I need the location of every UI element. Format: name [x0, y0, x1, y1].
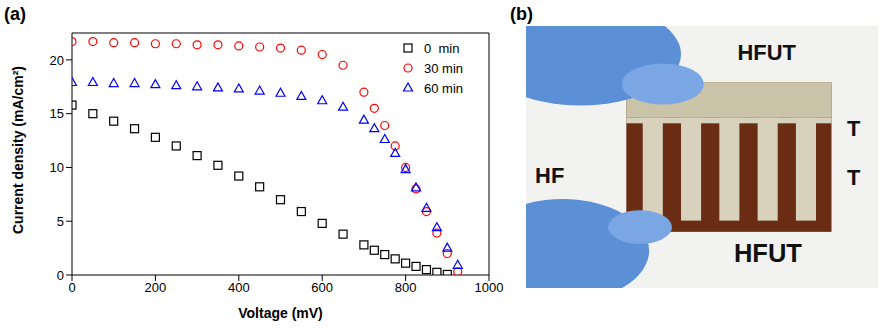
svg-text:HFUT: HFUT	[734, 239, 802, 267]
svg-text:5: 5	[57, 214, 64, 229]
svg-text:T: T	[847, 116, 861, 141]
svg-text:800: 800	[395, 280, 417, 295]
svg-text:Current density (mA/cm²): Current density (mA/cm²)	[10, 66, 26, 234]
svg-text:400: 400	[228, 280, 250, 295]
svg-text:60 min: 60 min	[424, 81, 463, 96]
svg-text:15: 15	[50, 106, 64, 121]
svg-text:0 min: 0 min	[424, 41, 459, 56]
svg-text:T: T	[847, 165, 861, 190]
svg-text:HFUT: HFUT	[738, 39, 797, 64]
svg-text:HF: HF	[535, 163, 564, 188]
svg-text:Voltage (mV): Voltage (mV)	[238, 305, 323, 321]
svg-text:0: 0	[68, 280, 75, 295]
svg-text:10: 10	[50, 160, 64, 175]
svg-text:1000: 1000	[475, 280, 504, 295]
svg-text:30 min: 30 min	[424, 61, 463, 76]
html-text:(a): (a)	[4, 4, 26, 24]
html-text:(b): (b)	[510, 4, 533, 24]
svg-text:600: 600	[311, 280, 333, 295]
svg-text:0: 0	[57, 268, 64, 283]
svg-text:200: 200	[145, 280, 167, 295]
svg-text:20: 20	[50, 53, 64, 68]
